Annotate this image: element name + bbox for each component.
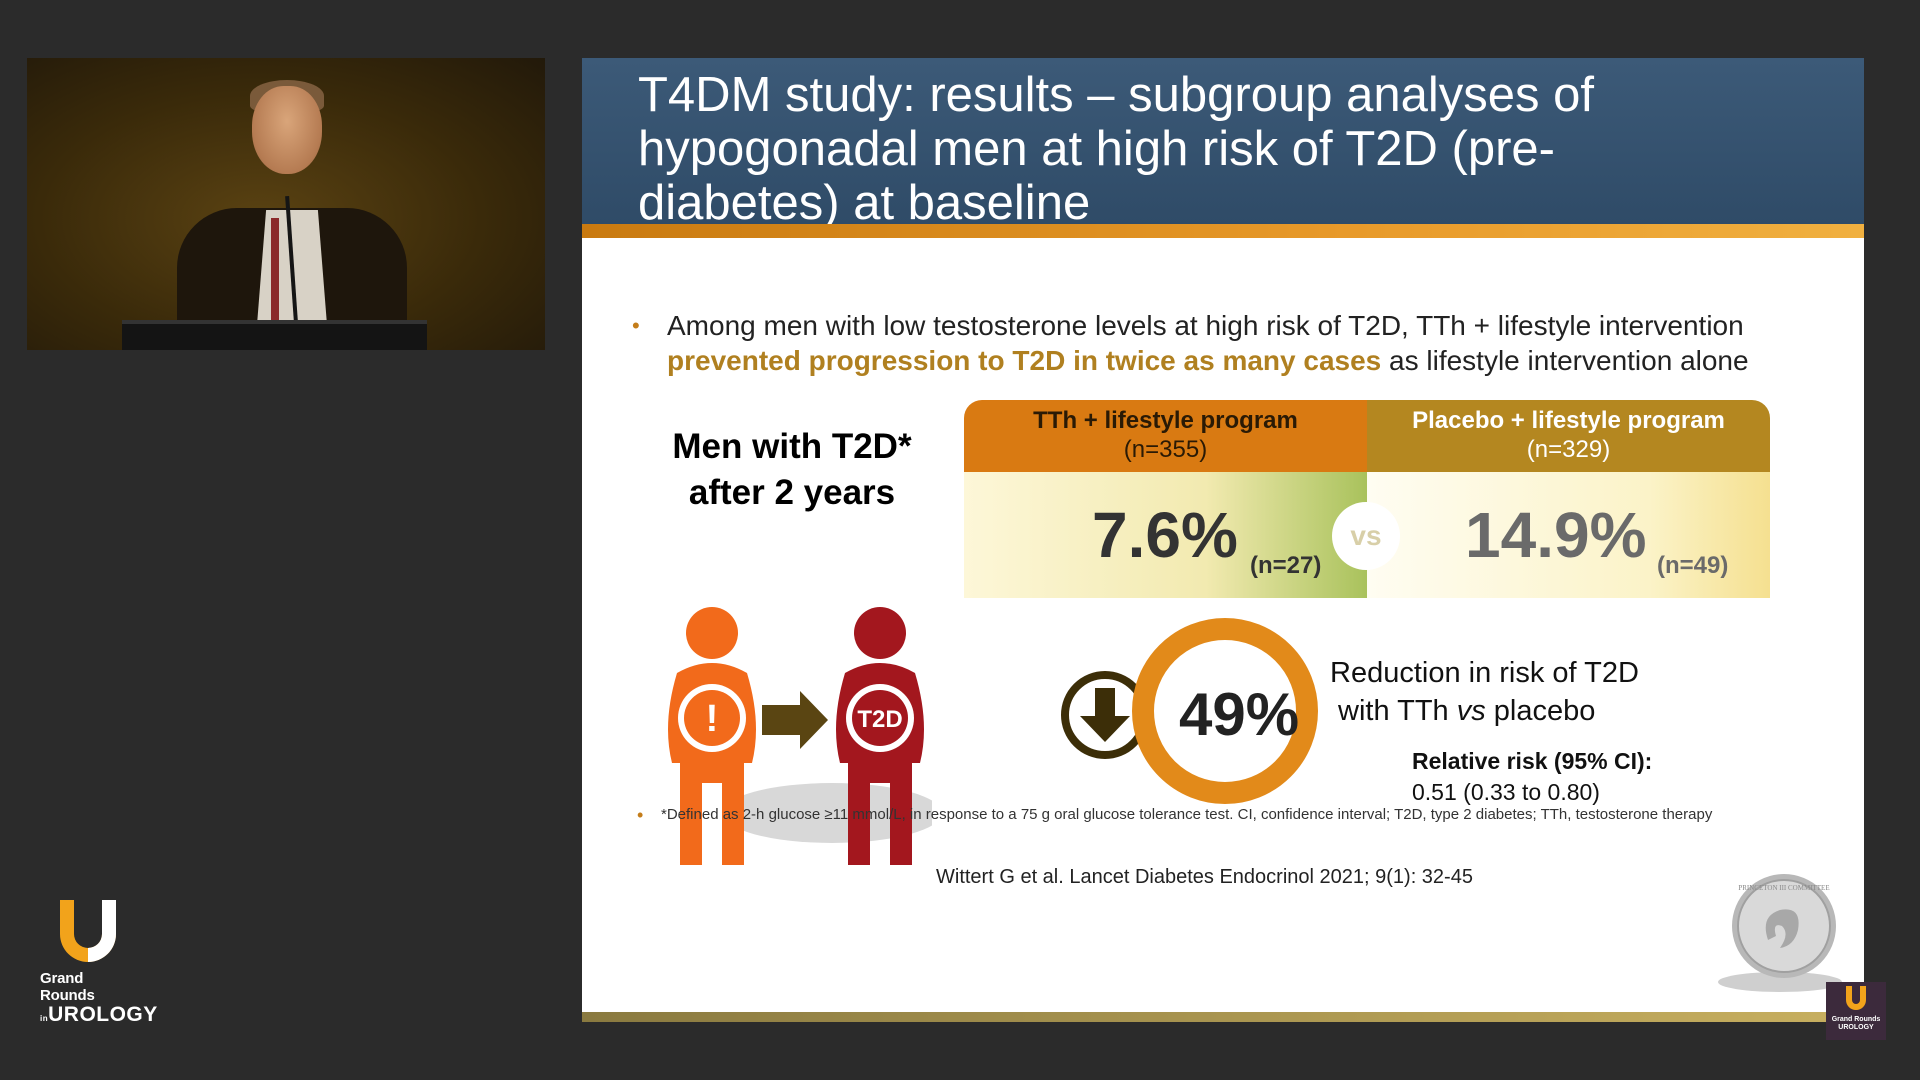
- footnote: • *Defined as 2-h glucose ≥11 mmol/L, in…: [637, 806, 1787, 824]
- presentation-slide: T4DM study: results – subgroup analyses …: [582, 58, 1864, 1022]
- reduction-ring-icon: [1132, 618, 1318, 804]
- bullet-text-after: as lifestyle intervention alone: [1381, 345, 1749, 376]
- brand-name-line1: Grand Rounds: [40, 970, 95, 1004]
- progression-arrow-icon: [762, 691, 828, 749]
- placebo-result-count: (n=49): [1657, 552, 1729, 579]
- figure-shadow: [722, 783, 932, 843]
- tth-header-text: TTh + lifestyle program (n=355): [964, 400, 1367, 464]
- u-logo-icon: [60, 900, 116, 962]
- bullet-text-highlight: prevented progression to T2D in twice as…: [667, 345, 1382, 376]
- medal-text: PRINCETON III COMMITTEE: [1738, 884, 1829, 892]
- reduction-line1: Reduction in risk of T2D: [1330, 657, 1639, 689]
- tth-result-value: 7.6%: [1092, 499, 1238, 571]
- t2d-person-icon: T2D: [836, 607, 924, 865]
- tth-header-label: TTh + lifestyle program: [1033, 407, 1298, 434]
- progression-figures: ! T2D: [668, 607, 932, 865]
- reduction-line2-em: vs: [1456, 695, 1486, 727]
- figure-left-symbol: !: [706, 698, 719, 740]
- placebo-header: Placebo + lifestyle program (n=329): [1367, 400, 1770, 472]
- podium: [122, 320, 427, 350]
- figure-right-label: T2D: [857, 706, 902, 733]
- watermark-line2: UROLOGY: [1838, 1024, 1874, 1031]
- reduction-line2-a: with TTh: [1338, 695, 1457, 727]
- watermark-line1: Grand Rounds: [1831, 1016, 1881, 1023]
- slide-header: T4DM study: results – subgroup analyses …: [582, 58, 1864, 238]
- speaker-lanyard: [271, 218, 279, 328]
- watermark-logo: Grand Rounds UROLOGY: [1826, 982, 1886, 1040]
- relative-risk: Relative risk (95% CI): 0.51 (0.33 to 0.…: [1412, 746, 1652, 808]
- relative-risk-value: 0.51 (0.33 to 0.80): [1412, 779, 1600, 805]
- slide-bottom-bar: [582, 1012, 1864, 1022]
- vs-badge: vs: [1332, 502, 1400, 570]
- citation: Wittert G et al. Lancet Diabetes Endocri…: [936, 866, 1473, 888]
- footnote-dot-icon: •: [637, 805, 644, 825]
- header-stripe: [582, 224, 1864, 238]
- bullet-text-before: Among men with low testosterone levels a…: [667, 310, 1744, 341]
- brand-logo: Grand Rounds inUROLOGY: [40, 896, 157, 1030]
- men-with-t2d-title: Men with T2D* after 2 years: [672, 424, 912, 516]
- brand-name-urology: UROLOGY: [48, 1003, 158, 1026]
- watermark-text: Grand Rounds UROLOGY: [1826, 1016, 1886, 1032]
- tth-result-count: (n=27): [1250, 552, 1322, 579]
- reduction-line2: with TTh vs placebo: [1338, 692, 1639, 730]
- brand-name-line2: inUROLOGY: [40, 1004, 157, 1030]
- placebo-header-label: Placebo + lifestyle program: [1412, 407, 1725, 434]
- watermark-u-icon: [1846, 986, 1866, 1010]
- committee-medal-icon: PRINCETON III COMMITTEE: [1718, 874, 1842, 992]
- reduction-percent: 49%: [1178, 681, 1300, 748]
- placebo-header-text: Placebo + lifestyle program (n=329): [1367, 400, 1770, 464]
- reduction-text: Reduction in risk of T2D with TTh vs pla…: [1330, 654, 1639, 730]
- prediabetes-person-icon: !: [668, 607, 756, 865]
- tth-header: TTh + lifestyle program (n=355): [964, 400, 1367, 472]
- speaker-video: [27, 58, 545, 350]
- bullet-text: Among men with low testosterone levels a…: [667, 308, 1817, 378]
- tth-header-n: (n=355): [1123, 436, 1208, 463]
- placebo-header-n: (n=329): [1526, 436, 1611, 463]
- comparison-table: TTh + lifestyle program (n=355) Placebo …: [964, 400, 1770, 598]
- placebo-result-cell: 14.9% (n=49): [1367, 472, 1770, 598]
- men-title-line1: Men with T2D*: [672, 427, 912, 466]
- slide-title: T4DM study: results – subgroup analyses …: [638, 68, 1594, 230]
- tth-result-cell: 7.6% (n=27): [964, 472, 1367, 598]
- brand-name-prefix: in: [40, 1014, 49, 1023]
- bullet-dot-icon: •: [632, 313, 640, 338]
- placebo-result-value: 14.9%: [1465, 499, 1647, 571]
- men-title-line2: after 2 years: [688, 473, 896, 512]
- reduction-line2-b: placebo: [1485, 695, 1596, 727]
- relative-risk-label: Relative risk (95% CI):: [1412, 748, 1653, 774]
- footnote-text: *Defined as 2-h glucose ≥11 mmol/L, in r…: [661, 806, 1713, 823]
- speaker-head: [252, 86, 322, 174]
- down-arrow-icon: [1061, 671, 1149, 759]
- key-finding-bullet: • Among men with low testosterone levels…: [632, 308, 1817, 378]
